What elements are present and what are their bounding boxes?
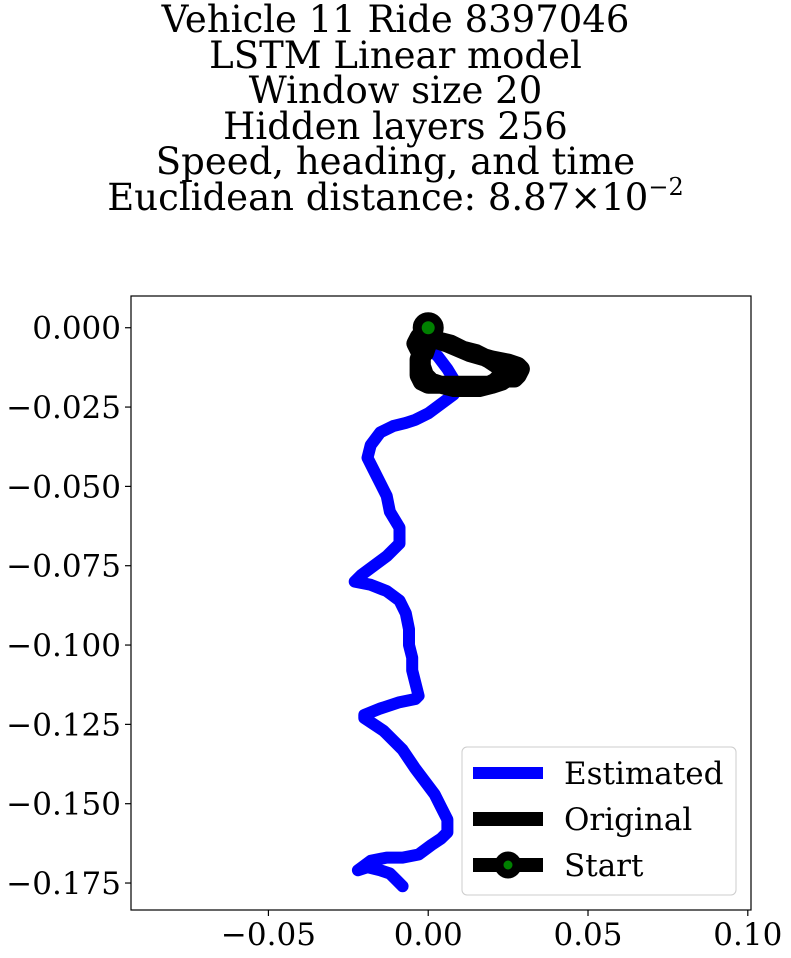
plot-frame [130,295,752,911]
y-tick-label: −0.175 [6,866,121,902]
title-line-vehicle: Vehicle 11 Ride 8397046 [161,0,630,41]
title-line-distance: Euclidean distance: 8.87×10−2 [0,175,791,216]
x-tick-label: 0.00 [394,917,463,953]
y-tick-label: −0.050 [6,469,121,505]
distance-times: × [570,175,602,219]
y-tick-label: 0.000 [32,311,121,347]
legend-start-marker [494,851,522,879]
start-marker [412,312,444,344]
x-tick-label: 0.05 [553,917,622,953]
legend-label-original: Original [564,802,692,838]
title-line-window: Window size 20 [248,69,543,112]
y-tick-label: −0.025 [6,390,121,426]
y-tick-label: −0.075 [6,549,121,585]
series-estimated [348,340,463,893]
y-tick-label: −0.100 [6,628,121,664]
title-line-model: LSTM Linear model [209,33,582,77]
distance-base: 10 [601,175,649,219]
distance-prefix: Euclidean distance: [107,175,488,219]
x-tick-label: 0.10 [713,917,782,953]
distance-exponent: −2 [648,172,684,201]
title-line-features: Speed, heading, and time [155,140,636,183]
distance-mantissa: 8.87 [487,175,571,219]
legend: Estimated Original Start [461,746,737,896]
y-tick-label: −0.150 [6,787,121,823]
legend-label-estimated: Estimated [564,756,723,792]
x-tick-label: −0.05 [221,917,316,953]
title-line-hidden: Hidden layers 256 [223,104,568,148]
legend-label-start: Start [564,848,644,884]
chart-title: Vehicle 11 Ride 8397046 LSTM Linear mode… [0,0,791,216]
y-tick-label: −0.125 [6,707,121,743]
